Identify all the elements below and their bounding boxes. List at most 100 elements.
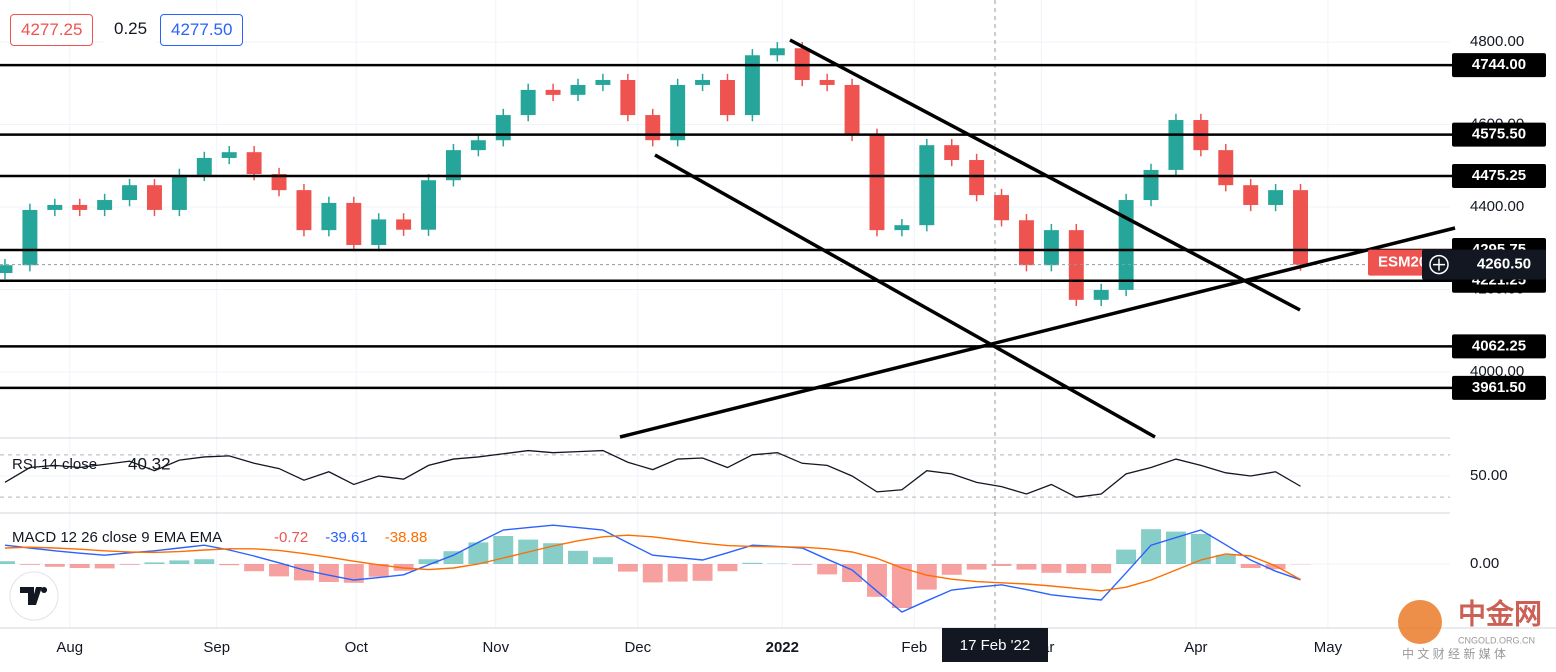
indicator-value: -38.88 — [385, 529, 428, 546]
histogram-bar — [219, 564, 240, 566]
candle-body — [221, 152, 237, 158]
histogram-bar — [244, 564, 265, 572]
x-tick-label: Oct — [345, 639, 369, 656]
spread: 0.25 — [104, 14, 158, 44]
level-label: 3961.50 — [1472, 379, 1526, 396]
histogram-bar — [518, 539, 539, 564]
macd-line — [4, 534, 1301, 592]
y-tick-label: 4200.00 — [1470, 280, 1524, 297]
candle-body — [994, 195, 1010, 221]
candle-body — [620, 80, 636, 116]
candle-body — [321, 202, 337, 231]
histogram-bar — [144, 562, 165, 564]
trend-line[interactable] — [619, 226, 1456, 439]
candle-body — [670, 84, 686, 141]
histogram-bar — [617, 564, 638, 572]
candle-body — [1293, 190, 1308, 265]
y-tick-label: 4400.00 — [1470, 198, 1524, 215]
x-tick-label: Feb — [901, 639, 927, 656]
rsi-line — [4, 449, 1301, 498]
bid-box[interactable]: 4277.25 — [10, 14, 94, 46]
candle-body — [1018, 220, 1034, 266]
level-label: 4295.75 — [1472, 241, 1526, 258]
candle-body — [146, 185, 162, 210]
x-tick-label: Mar — [1028, 639, 1054, 656]
histogram-bar — [393, 564, 414, 571]
candle-body — [421, 180, 436, 230]
histogram-bar — [1215, 554, 1236, 564]
indicator-value: -39.61 — [325, 529, 368, 546]
add-button[interactable] — [1429, 254, 1449, 275]
candle-body — [495, 115, 511, 141]
histogram-bar — [418, 559, 439, 564]
candle-body — [545, 89, 561, 95]
tv-logo[interactable] — [9, 571, 59, 621]
watermark: 中金网 CNGOLD.ORG.CN 中 文 财 经 新 媒 体 — [1398, 597, 1542, 661]
indicator-title: RSI 14 close — [12, 456, 97, 473]
candle-body — [296, 190, 312, 231]
candle-body — [246, 152, 262, 175]
histogram-bar — [941, 564, 962, 575]
histogram-bar — [269, 564, 290, 577]
candle-body — [944, 145, 960, 161]
macd-line — [4, 524, 1301, 613]
y-tick-label: 4000.00 — [1470, 363, 1524, 380]
candle-body — [769, 48, 785, 56]
histogram-bar — [119, 564, 140, 565]
candle-body — [47, 204, 63, 210]
candle-body — [695, 80, 711, 85]
histogram-bar — [1041, 564, 1062, 573]
candle-body — [844, 84, 860, 135]
candle-body — [969, 160, 985, 196]
level-label-bg — [1452, 164, 1546, 189]
histogram-bar — [717, 564, 738, 572]
histogram-bar — [891, 564, 912, 608]
x-tick-label: 2022 — [766, 639, 799, 656]
x-tick-label: Dec — [624, 639, 651, 656]
candle-body — [72, 204, 88, 210]
histogram-bar — [69, 564, 90, 568]
candle-body — [570, 84, 586, 95]
histogram-bar — [468, 542, 489, 564]
candle-body — [794, 48, 810, 81]
candle-body — [894, 225, 910, 231]
watermark-brand: 中金网 — [1458, 597, 1542, 629]
level-label-bg — [1452, 122, 1546, 147]
histogram-bar — [692, 564, 713, 581]
candle-body — [1043, 230, 1059, 266]
indicator-value: -0.72 — [274, 529, 308, 546]
ask-box[interactable]: 4277.50 — [160, 14, 244, 46]
candle-body — [1243, 185, 1259, 205]
histogram-bar — [642, 564, 663, 583]
y-tick-label: 4600.00 — [1470, 116, 1524, 133]
y-tick-label: 50.00 — [1470, 467, 1508, 484]
candle-body — [97, 200, 113, 210]
histogram-bar — [543, 543, 564, 564]
y-tick-label: 0.00 — [1470, 555, 1499, 572]
histogram-bar — [169, 560, 190, 564]
histogram-bar — [1091, 564, 1112, 574]
candle-body — [346, 202, 362, 245]
histogram-bar — [1165, 531, 1186, 564]
level-label: 4221.25 — [1472, 272, 1526, 289]
histogram-bar — [1016, 564, 1037, 570]
watermark-url: CNGOLD.ORG.CN — [1458, 635, 1535, 645]
candle-body — [22, 209, 38, 266]
candle-body — [869, 134, 885, 231]
symbol-label-bg — [1368, 249, 1452, 276]
histogram-bar — [842, 564, 863, 582]
candle-body — [171, 174, 187, 210]
trend-line[interactable] — [654, 153, 1156, 439]
candle-body — [1268, 190, 1284, 205]
histogram-bar — [1240, 564, 1261, 568]
crosshair-label: 17 Feb '22 — [960, 637, 1030, 654]
trend-line[interactable] — [789, 38, 1301, 312]
symbol-label: ESM20 — [1378, 254, 1427, 271]
histogram-bar — [667, 564, 688, 582]
level-label-bg — [1452, 238, 1546, 263]
level-label: 4744.00 — [1472, 56, 1526, 73]
candle-body — [1118, 200, 1134, 290]
x-tick-label: Sep — [203, 639, 230, 656]
histogram-bar — [194, 559, 215, 564]
